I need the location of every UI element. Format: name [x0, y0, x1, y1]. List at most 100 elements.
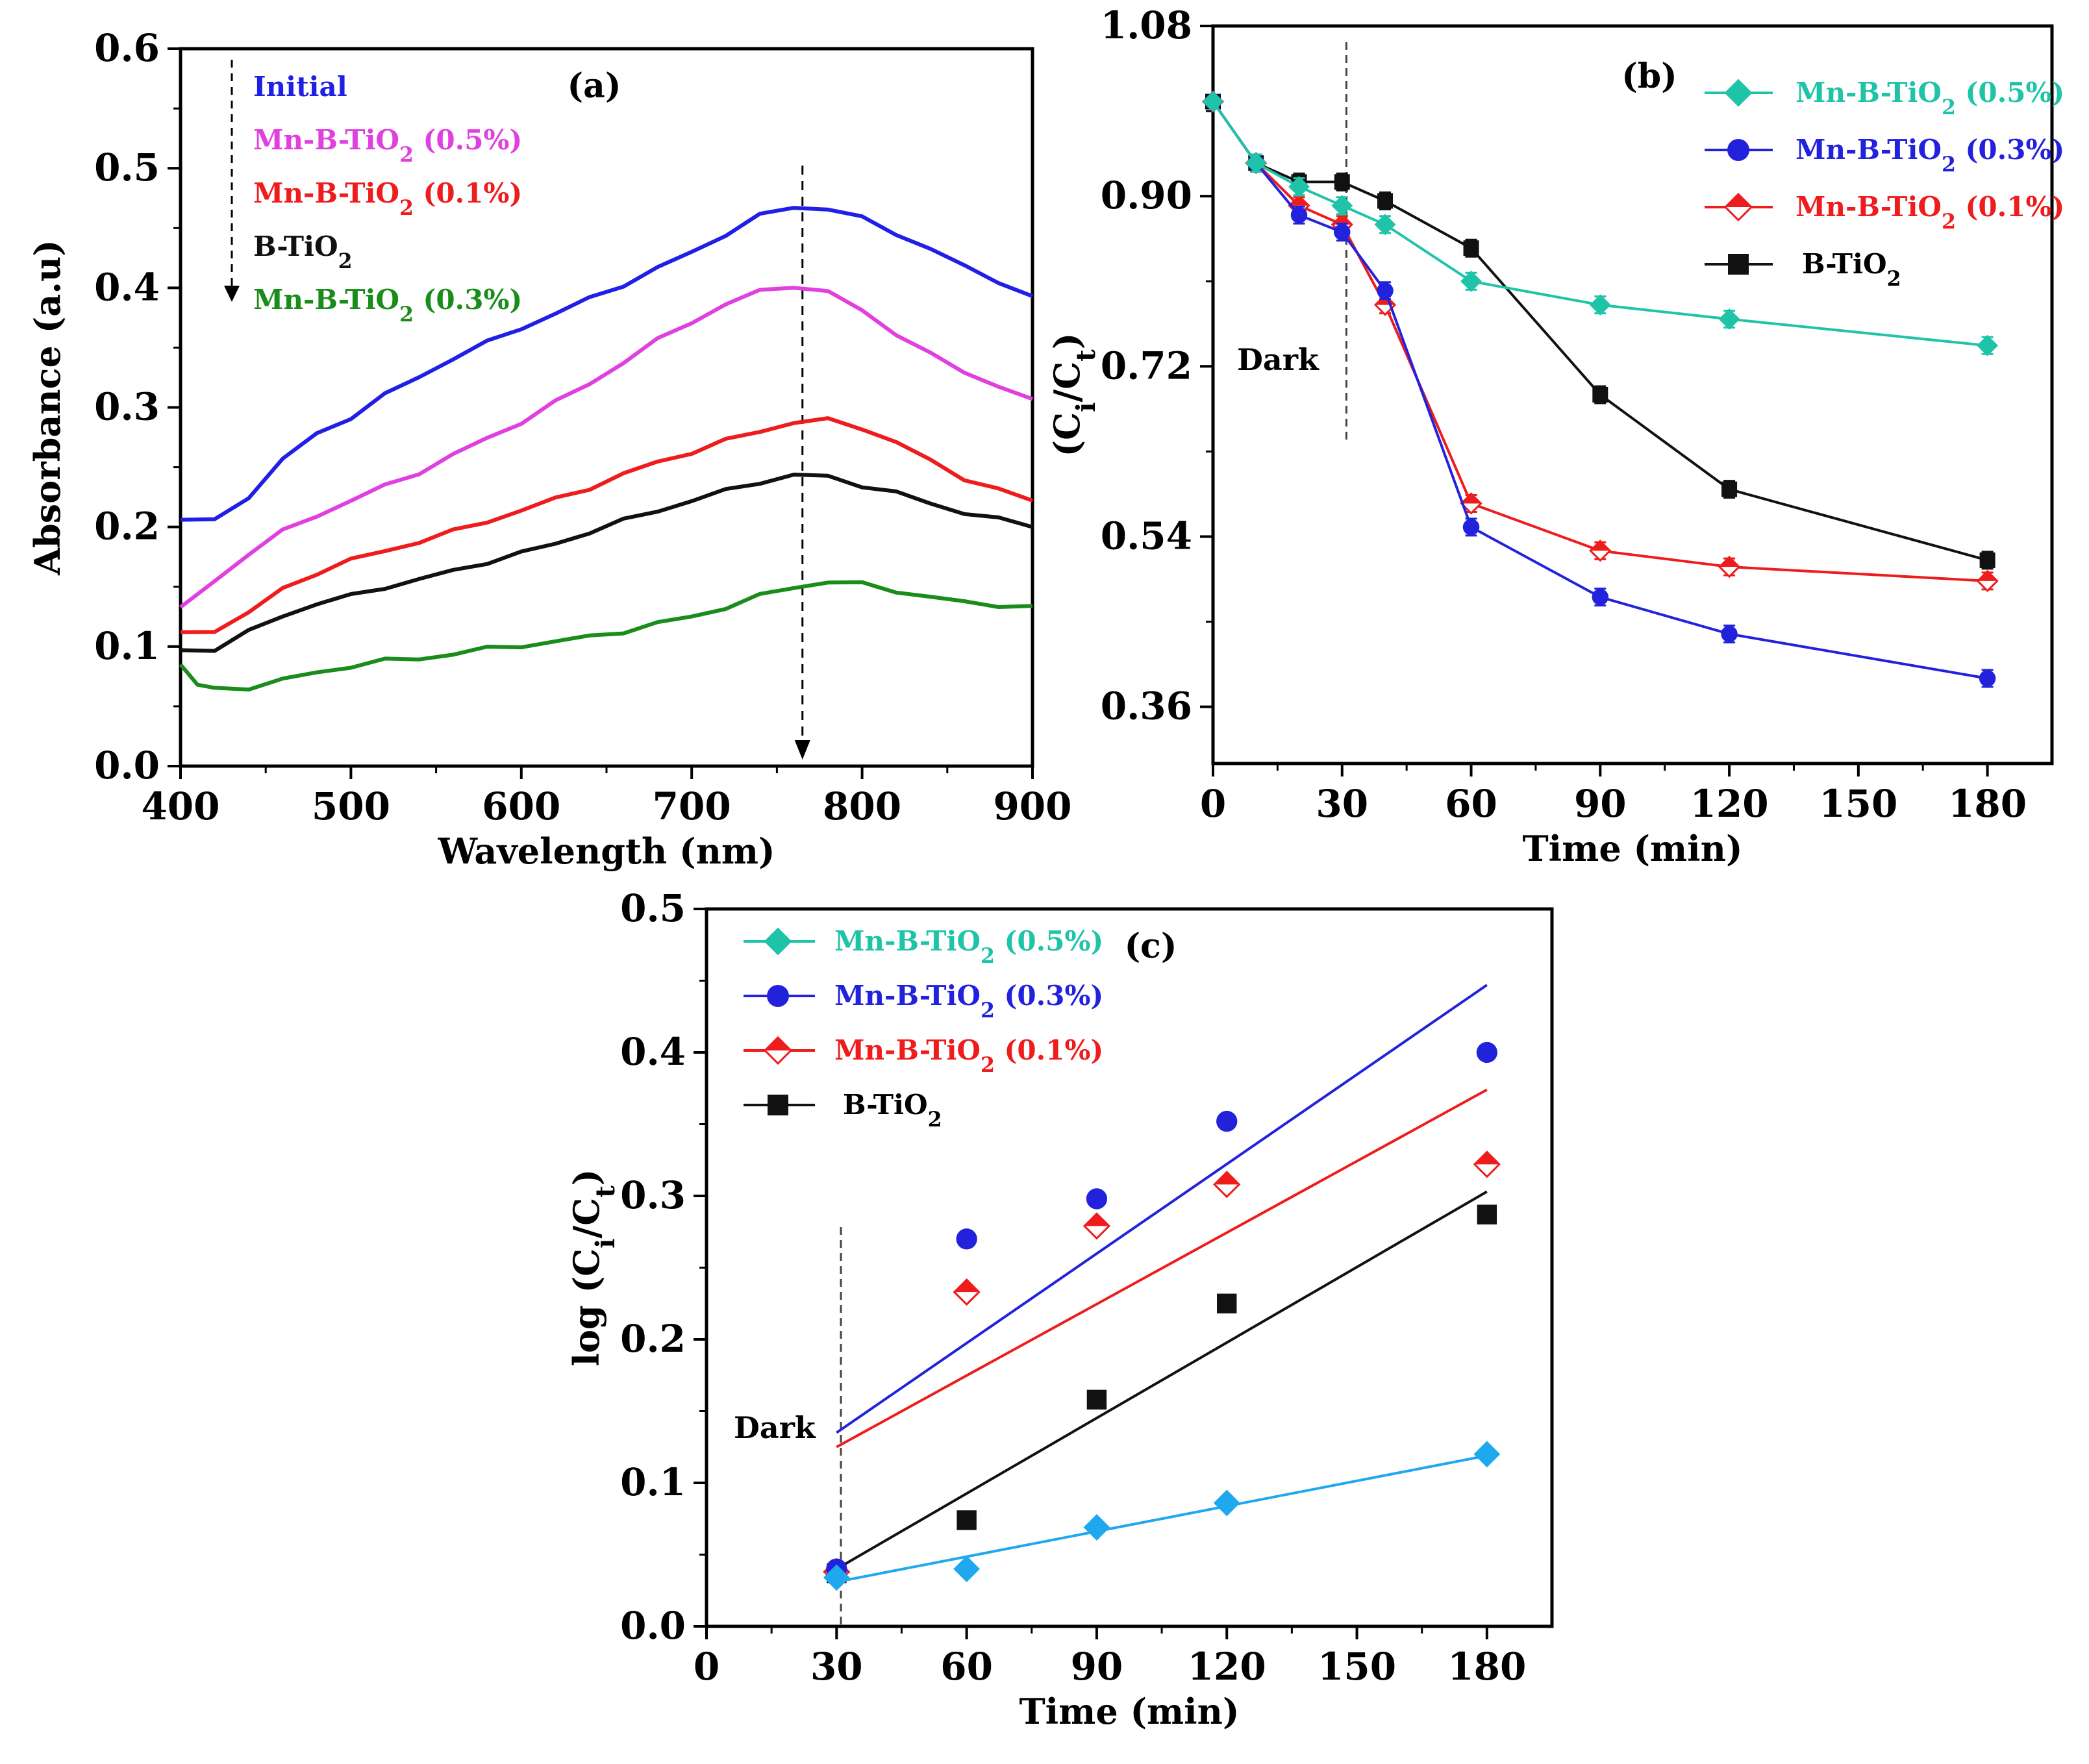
legend-label: B-TiO2 [253, 230, 352, 273]
data-point [1718, 308, 1740, 330]
legend-label: Mn-B-TiO2 (0.5%) [1795, 77, 2064, 119]
y-tick-label: 0.2 [94, 504, 160, 549]
data-point [1086, 1188, 1108, 1210]
y-axis-label: (Ci/Ct) [1046, 333, 1101, 457]
data-point [1245, 152, 1267, 174]
x-tick-label: 60 [940, 1645, 993, 1689]
x-tick-label: 120 [1690, 782, 1769, 826]
x-tick-label: 700 [653, 784, 731, 828]
series-line [180, 473, 1033, 653]
legend-label: B-TiO2 [1802, 248, 1901, 291]
data-point [1463, 240, 1479, 256]
data-point [1477, 1204, 1497, 1224]
data-point [1462, 519, 1480, 536]
data-point [957, 1510, 977, 1530]
data-point [1290, 206, 1308, 224]
x-tick-label: 90 [1574, 782, 1627, 826]
data-point [953, 1556, 981, 1583]
fit-line [836, 1088, 1488, 1448]
data-point [1082, 1212, 1111, 1240]
dark-annotation: Dark [1237, 342, 1320, 377]
series-line [179, 286, 1034, 609]
peak-marker-arrow [794, 740, 810, 760]
y-tick-label: 0.1 [94, 624, 160, 668]
data-point [1979, 552, 1995, 568]
y-tick-label: 0.0 [94, 743, 160, 788]
x-tick-label: 0 [1200, 782, 1226, 826]
y-tick-label: 0.90 [1101, 173, 1192, 217]
y-axis-label: Absorbance (a.u) [27, 240, 68, 576]
data-point [1721, 625, 1738, 643]
data-point [1589, 540, 1612, 562]
legend-marker [764, 927, 792, 956]
data-point [1216, 1110, 1238, 1132]
x-tick-label: 150 [1819, 782, 1897, 826]
fit-line [836, 984, 1488, 1434]
chart-b: 0 30 60 90 120 150 180 0.36 0.54 0.72 0.90 1.08 Time… [1046, 3, 2064, 869]
data-point [1086, 1389, 1107, 1410]
legend-marker [767, 985, 789, 1007]
y-tick-label: 0.36 [1101, 684, 1192, 728]
legend-marker [1727, 139, 1749, 161]
panel-label: (c) [1125, 926, 1177, 966]
x-tick-label: 150 [1318, 1645, 1396, 1689]
chart-c: 0 30 60 90 120 150 180 0.0 0.1 0.2 0.3 0.4 0.5 Time (… [566, 886, 1554, 1732]
x-tick-label: 30 [810, 1645, 863, 1689]
series-line [179, 580, 1033, 692]
data-point [1288, 176, 1310, 198]
legend-marker [1724, 79, 1753, 107]
data-point [1979, 670, 1996, 687]
y-tick-label: 0.0 [620, 1604, 686, 1648]
legend-marker [1723, 192, 1753, 222]
data-point [1460, 492, 1482, 515]
legend-marker [768, 1095, 788, 1115]
data-point [1377, 282, 1394, 299]
y-tick-label: 0.3 [94, 385, 160, 429]
data-point [1476, 1041, 1497, 1063]
x-tick-label: 60 [1445, 782, 1497, 826]
y-tick-label: 0.5 [620, 886, 686, 930]
panel-label: (b) [1621, 56, 1677, 96]
x-tick-label: 30 [1316, 782, 1368, 826]
y-tick-label: 1.08 [1101, 3, 1192, 47]
series-line [180, 206, 1034, 522]
legend-label: Mn-B-TiO2 (0.1%) [253, 177, 522, 220]
x-tick-label: 500 [312, 784, 390, 828]
data-point [1589, 294, 1611, 316]
x-tick-label: 180 [1447, 1645, 1526, 1689]
data-point [1592, 387, 1608, 403]
legend-label: Mn-B-TiO2 (0.1%) [834, 1034, 1103, 1077]
x-tick-label: 90 [1071, 1645, 1123, 1689]
plot-frame [1211, 24, 2054, 765]
x-tick-label: 800 [823, 784, 901, 828]
data-point [956, 1228, 977, 1250]
y-tick-label: 0.72 [1101, 343, 1192, 388]
x-tick-label: 0 [694, 1645, 719, 1689]
data-point [1473, 1150, 1501, 1178]
legend-label: Mn-B-TiO2 (0.3%) [834, 980, 1103, 1023]
data-point [1217, 1293, 1237, 1313]
y-tick-label: 0.5 [94, 145, 160, 190]
data-point [953, 1278, 981, 1306]
x-tick-label: 600 [482, 784, 560, 828]
x-axis-label: Time (min) [1019, 1691, 1239, 1732]
y-tick-label: 0.4 [620, 1030, 686, 1074]
legend-order-arrowhead [224, 286, 240, 302]
y-tick-label: 0.3 [620, 1173, 686, 1217]
data-point [1592, 588, 1609, 606]
data-point [1473, 1441, 1501, 1468]
fit-line [836, 1454, 1488, 1584]
legend-label: Mn-B-TiO2 (0.1%) [1795, 191, 2064, 234]
data-point [1213, 1171, 1241, 1199]
data-point [823, 1564, 850, 1591]
y-tick-label: 0.4 [94, 265, 160, 309]
legend-label: Mn-B-TiO2 (0.5%) [834, 925, 1103, 968]
data-point [1377, 193, 1394, 209]
y-tick-label: 0.2 [620, 1317, 686, 1361]
panel-label: (a) [568, 66, 621, 106]
plot-frame [179, 47, 1034, 768]
series-line [1212, 101, 1988, 562]
y-tick-label: 0.1 [620, 1460, 686, 1504]
legend-label: Mn-B-TiO2 (0.3%) [253, 284, 522, 327]
